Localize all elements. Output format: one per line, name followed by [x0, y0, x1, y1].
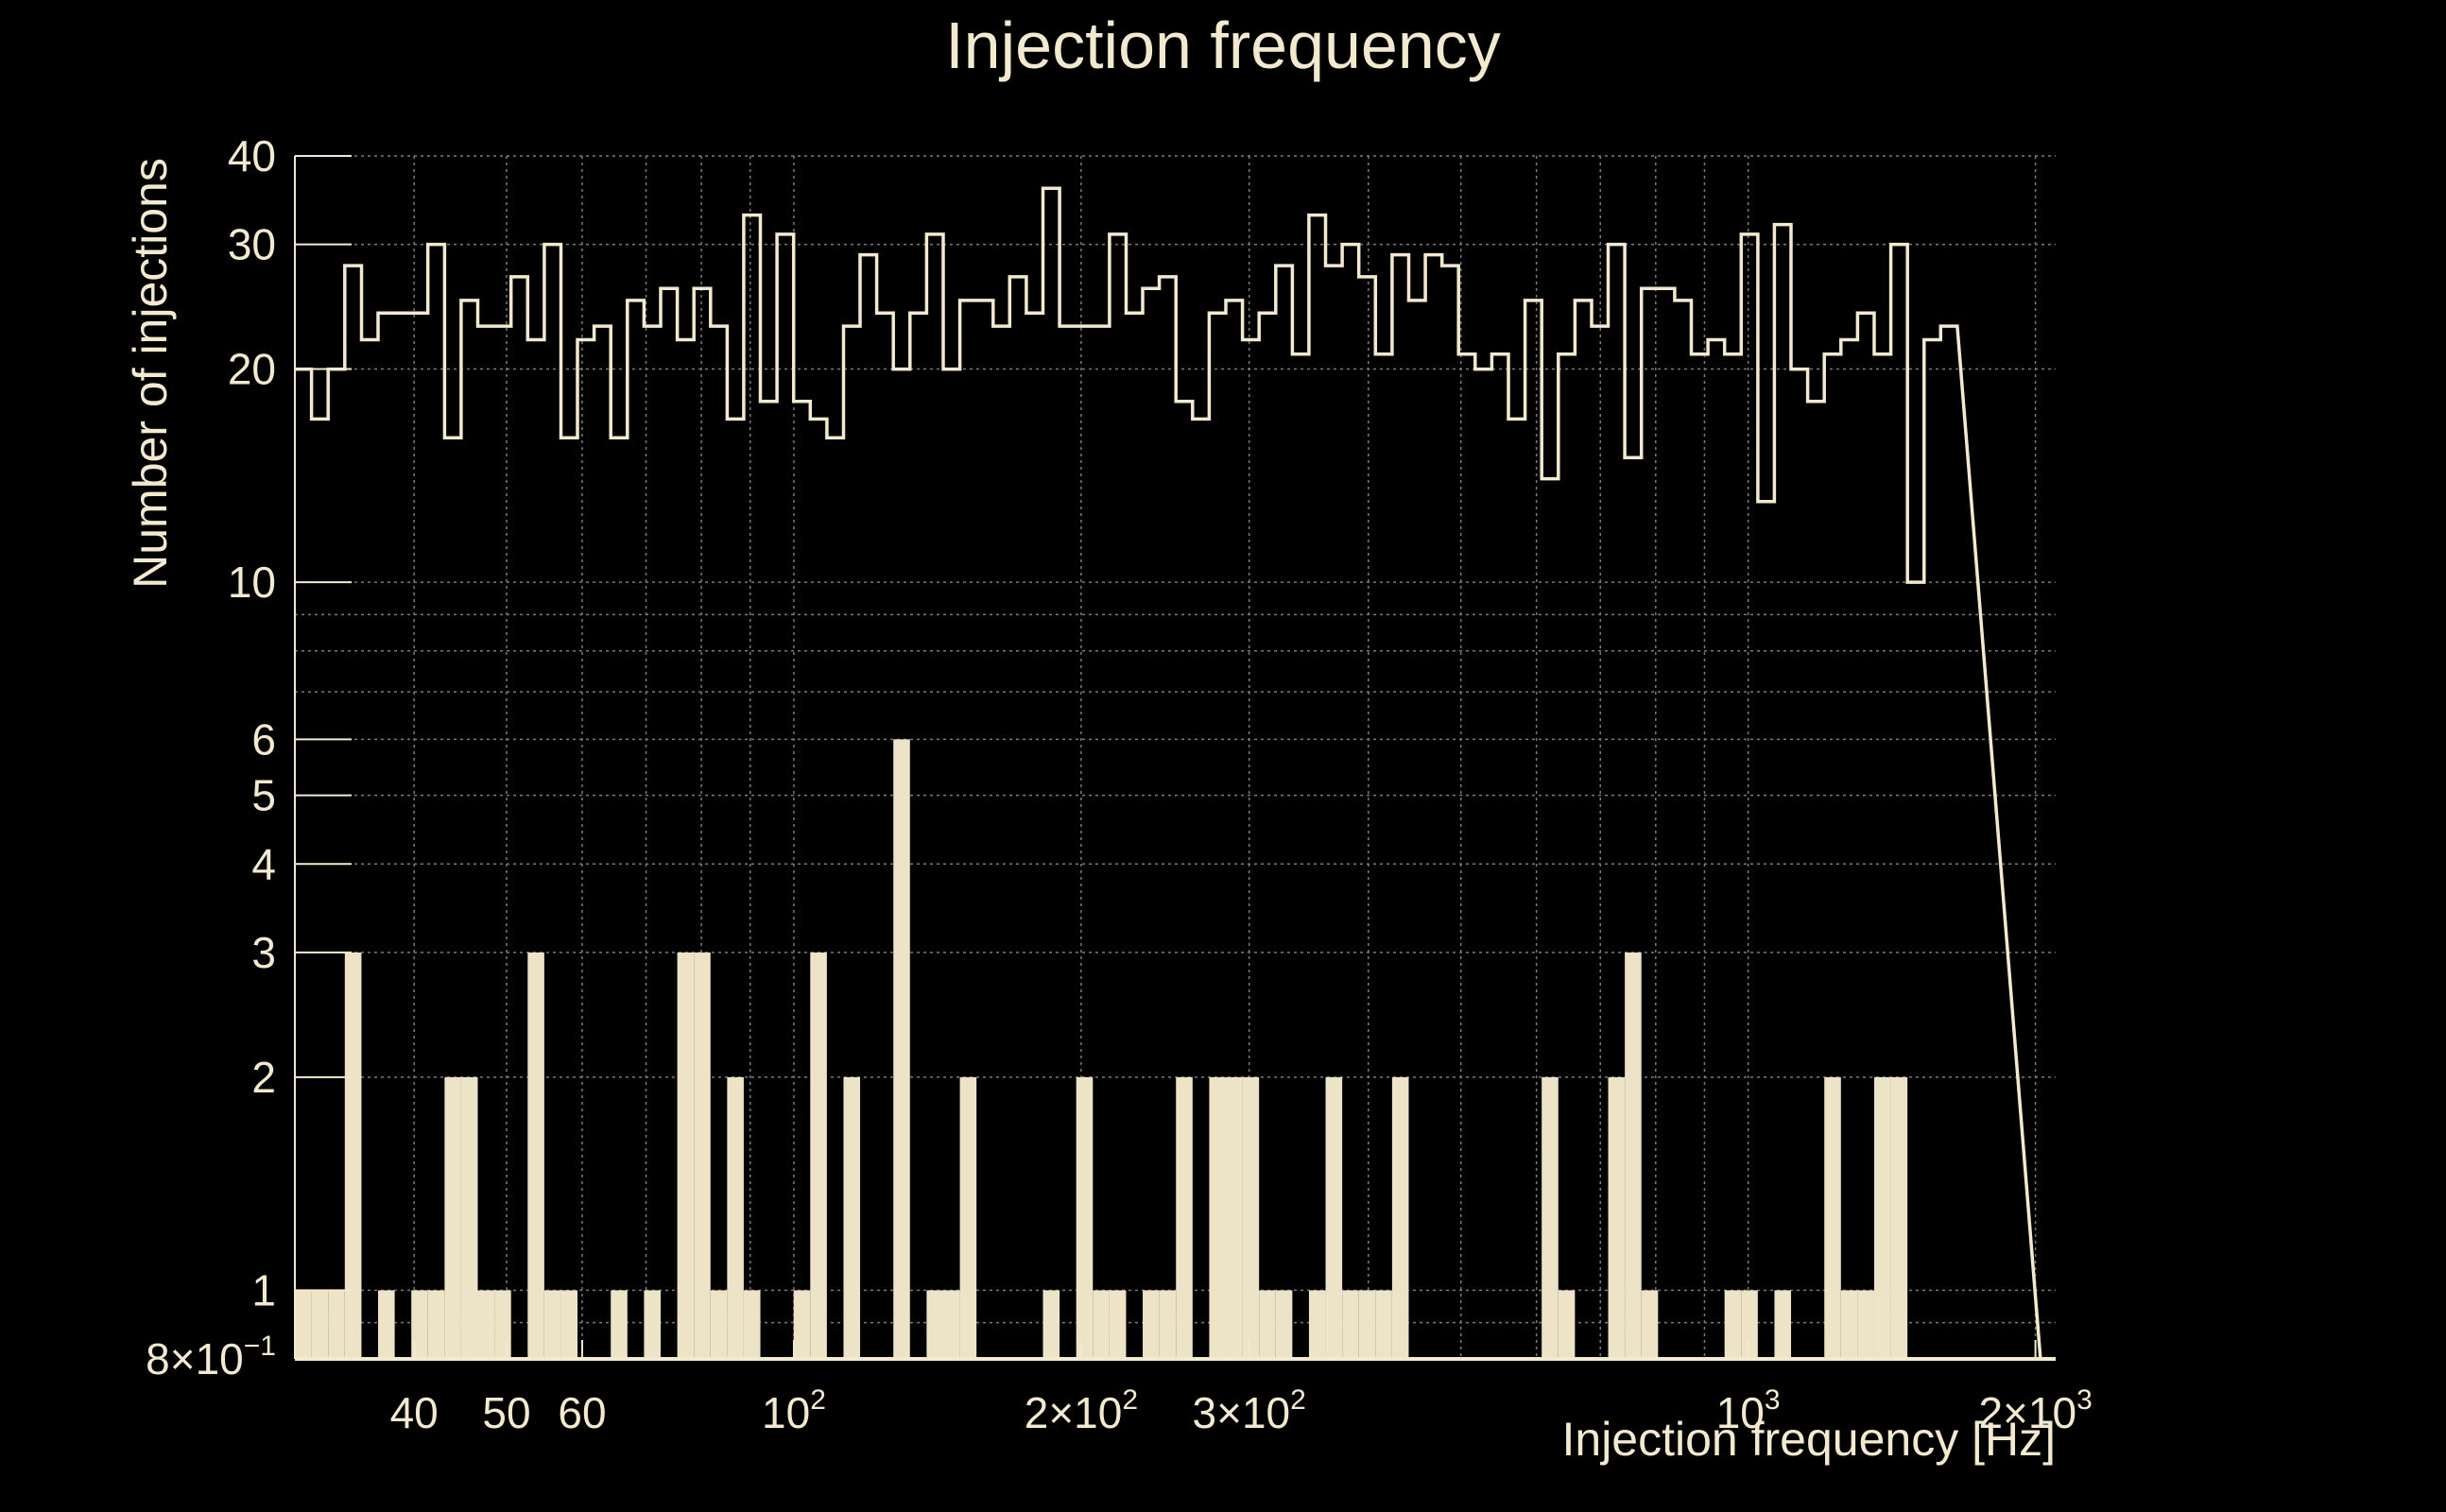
histogram-bar	[311, 1290, 329, 1359]
histogram-bar	[727, 1076, 744, 1359]
histogram-bar	[1209, 1076, 1227, 1359]
y-tick-label: 6	[251, 714, 276, 764]
histogram-bar	[378, 1290, 395, 1359]
y-tick-label: 1	[251, 1265, 276, 1314]
histogram-bar	[1608, 1076, 1626, 1359]
histogram-bar	[1176, 1076, 1193, 1359]
histogram-bar	[1159, 1290, 1177, 1359]
histogram-bar	[560, 1290, 578, 1359]
x-tick-labels: 40 50 60 102 2×102 3×102 103 2×103	[390, 1384, 2093, 1437]
histogram-bar	[644, 1290, 661, 1359]
y-tick-label: 2	[251, 1053, 276, 1102]
x-axis-label: Injection frequency [Hz]	[1562, 1413, 2057, 1466]
histogram-bar	[942, 1290, 960, 1359]
histogram-bar	[1242, 1076, 1260, 1359]
histogram-bar	[1857, 1290, 1874, 1359]
y-tick-labels: 8×10−1 1 2 3 4 5 6 10 20 30 40	[146, 131, 276, 1383]
histogram-bar	[1542, 1076, 1559, 1359]
x-tick-label: 40	[390, 1388, 439, 1437]
axes	[294, 155, 2056, 1361]
histogram-bar	[1375, 1290, 1392, 1359]
histogram-bar	[843, 1076, 861, 1359]
y-tick-label: 20	[228, 345, 276, 394]
y-tick-label: 30	[228, 220, 276, 269]
histogram-bar	[710, 1290, 728, 1359]
histogram-bar	[411, 1290, 428, 1359]
chart-title: Injection frequency	[945, 9, 1501, 82]
histogram-bar	[527, 952, 544, 1359]
histogram-bar	[328, 1290, 345, 1359]
histogram-bar	[1259, 1290, 1276, 1359]
histogram-bar	[893, 739, 910, 1359]
histogram-bar	[1873, 1076, 1891, 1359]
histogram-bar	[1325, 1076, 1343, 1359]
x-tick-label: 102	[762, 1384, 826, 1437]
histogram-bar	[793, 1290, 811, 1359]
y-tick-label: 4	[251, 839, 276, 888]
histogram-bar	[1890, 1076, 1908, 1359]
histogram-bar	[1774, 1290, 1792, 1359]
histogram-bar	[344, 952, 362, 1359]
histogram-bar	[611, 1290, 628, 1359]
histogram-bar	[1724, 1290, 1742, 1359]
bars-series	[295, 739, 1908, 1359]
histogram-bar	[1226, 1076, 1243, 1359]
x-tick-label: 60	[558, 1388, 606, 1437]
histogram-bar	[1840, 1290, 1858, 1359]
y-axis-label: Number of injections	[124, 158, 177, 589]
histogram-bar	[1308, 1290, 1326, 1359]
histogram-bar	[959, 1076, 977, 1359]
histogram-bar	[1076, 1076, 1094, 1359]
histogram-bar	[1342, 1290, 1359, 1359]
x-tick-label: 3×102	[1193, 1384, 1306, 1437]
histogram-bar	[494, 1290, 511, 1359]
histogram-bar	[477, 1290, 495, 1359]
histogram-bar	[1741, 1290, 1758, 1359]
histogram-bar	[677, 952, 695, 1359]
y-tick-label: 5	[251, 771, 276, 820]
y-tick-label: 10	[228, 558, 276, 607]
histogram-step-line	[295, 186, 2042, 1360]
histogram-bar	[810, 952, 827, 1359]
x-tick-label: 2×102	[1025, 1384, 1138, 1437]
histogram-bar	[295, 1290, 312, 1359]
line-series	[295, 186, 2042, 1360]
x-tick-label: 103	[1716, 1384, 1781, 1437]
histogram-bar	[1358, 1290, 1376, 1359]
histogram-bar	[1625, 952, 1642, 1359]
y-tick-label: 8×10−1	[146, 1331, 276, 1383]
histogram-bar	[1093, 1290, 1110, 1359]
histogram-bar	[1143, 1290, 1160, 1359]
y-tick-label: 3	[251, 928, 276, 977]
x-tick-label: 2×103	[1978, 1384, 2092, 1437]
x-tick-label: 50	[482, 1388, 530, 1437]
histogram-bar	[1391, 1076, 1409, 1359]
histogram-bar	[543, 1290, 561, 1359]
histogram-bar	[1275, 1290, 1293, 1359]
histogram-bar	[1558, 1290, 1576, 1359]
histogram-bar	[444, 1076, 461, 1359]
histogram-bar	[743, 1290, 761, 1359]
histogram-bar	[1042, 1290, 1060, 1359]
y-tick-label: 40	[228, 131, 276, 180]
histogram-bar	[460, 1076, 478, 1359]
histogram-bar	[694, 952, 711, 1359]
histogram-bar	[1641, 1290, 1659, 1359]
histogram-bar	[427, 1290, 445, 1359]
histogram-bar	[1824, 1076, 1841, 1359]
histogram-bar	[1109, 1290, 1127, 1359]
histogram-bar	[926, 1290, 943, 1359]
